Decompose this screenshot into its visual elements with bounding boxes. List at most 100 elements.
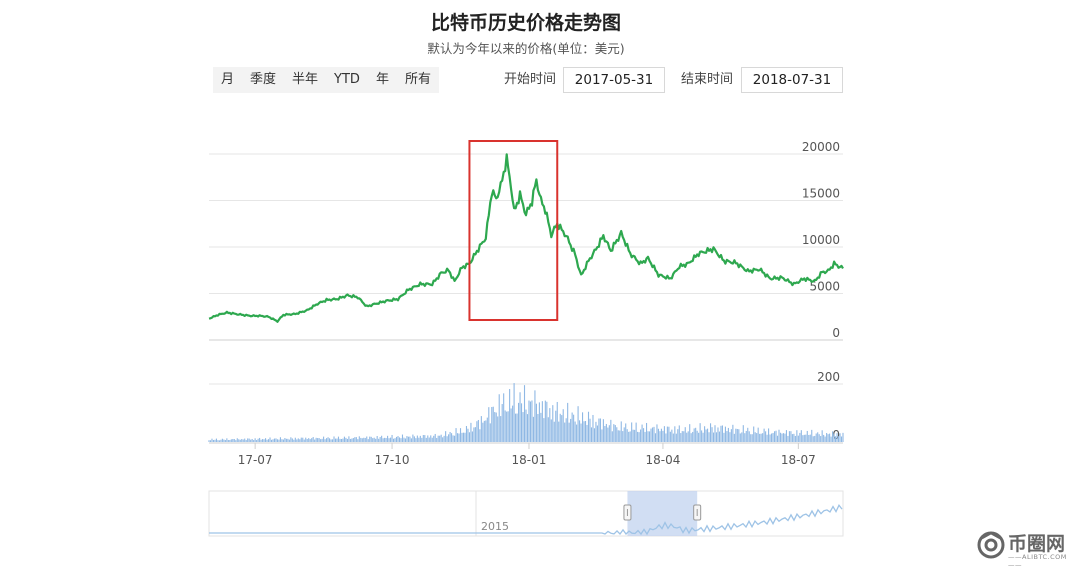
volume-bar	[321, 438, 323, 442]
volume-bar	[556, 401, 558, 442]
range-button-all[interactable]: 所有	[396, 67, 439, 93]
volume-bar	[592, 414, 594, 442]
volume-bar	[599, 418, 601, 442]
volume-bar	[416, 435, 418, 442]
volume-bar	[315, 437, 317, 442]
volume-bar	[320, 439, 322, 442]
volume-bar	[830, 436, 832, 442]
volume-bar	[273, 438, 276, 442]
volume-bar	[757, 427, 759, 442]
volume-bar	[553, 421, 555, 442]
volume-bar	[626, 429, 628, 442]
range-button-half-year[interactable]: 半年	[284, 67, 327, 93]
volume-bar	[651, 427, 654, 442]
volume-bar	[720, 425, 722, 442]
volume-y-tick-label: 200	[817, 370, 840, 384]
volume-bar	[348, 436, 350, 442]
volume-bar	[448, 434, 450, 442]
volume-bar	[781, 433, 783, 442]
volume-bar	[705, 429, 707, 442]
navigator-year-label: 2015	[481, 520, 509, 533]
volume-bar	[617, 430, 619, 442]
volume-bar	[509, 389, 511, 442]
volume-bar	[708, 432, 710, 442]
price-y-tick-label: 5000	[809, 280, 840, 294]
volume-bar	[532, 416, 534, 442]
volume-bar	[686, 432, 688, 442]
volume-bar	[727, 427, 729, 442]
volume-bar	[775, 430, 777, 442]
volume-bar	[251, 438, 253, 442]
volume-bar	[284, 438, 286, 442]
volume-bar	[623, 427, 625, 442]
volume-bar	[515, 413, 517, 442]
volume-bar	[698, 432, 700, 442]
volume-bar	[695, 427, 697, 442]
range-button-quarter[interactable]: 季度	[242, 67, 285, 93]
volume-bar	[334, 438, 337, 442]
volume-bar	[345, 437, 347, 442]
range-button-ytd[interactable]: YTD	[326, 67, 368, 93]
volume-bar	[391, 434, 393, 442]
volume-bar	[476, 421, 478, 442]
volume-bar	[794, 435, 796, 442]
volume-bar	[690, 433, 692, 442]
volume-bar	[333, 436, 335, 442]
volume-bar	[400, 438, 402, 442]
volume-bar	[439, 435, 441, 442]
highlight-box	[468, 140, 559, 321]
volume-bar	[829, 433, 831, 442]
volume-bar	[440, 434, 442, 442]
volume-bar	[308, 438, 310, 442]
volume-bar	[714, 425, 716, 442]
volume-bar	[637, 431, 639, 442]
volume-bar	[674, 426, 676, 442]
volume-bar	[756, 433, 758, 442]
volume-bar	[390, 437, 392, 442]
volume-bar	[326, 438, 328, 442]
volume-bar	[327, 437, 329, 442]
range-button-month[interactable]: 月	[213, 67, 243, 93]
volume-bar	[285, 438, 287, 442]
volume-bar	[398, 437, 401, 442]
volume-bar	[735, 428, 737, 442]
volume-bar	[799, 432, 801, 442]
volume-bar	[638, 432, 640, 442]
volume-bar	[680, 433, 682, 442]
volume-bar	[512, 405, 514, 442]
volume-bar	[835, 436, 837, 442]
volume-bar	[573, 414, 575, 442]
volume-bar	[236, 438, 238, 442]
volume-bar	[580, 423, 582, 442]
volume-bar	[602, 419, 604, 442]
start-date-input[interactable]	[563, 67, 665, 93]
volume-bar	[253, 440, 255, 442]
volume-bar	[528, 400, 530, 442]
range-button-year[interactable]: 年	[367, 67, 397, 93]
volume-bar	[366, 436, 368, 442]
volume-bar	[641, 424, 643, 442]
volume-bar	[474, 427, 476, 442]
volume-bar	[369, 436, 371, 442]
volume-bar	[437, 435, 439, 442]
volume-bar	[275, 438, 277, 442]
volume-bar	[464, 432, 466, 442]
volume-bar	[278, 439, 280, 442]
volume-bar	[355, 437, 357, 442]
volume-bar	[604, 426, 606, 442]
volume-bar	[494, 412, 496, 442]
end-date-input[interactable]	[741, 67, 843, 93]
volume-bar	[467, 428, 469, 442]
volume-bar	[419, 435, 421, 442]
volume-bar	[622, 431, 624, 442]
volume-bar	[577, 406, 579, 442]
volume-bar	[461, 432, 463, 442]
volume-bar	[748, 431, 750, 442]
volume-bar	[214, 439, 216, 442]
volume-bar	[620, 421, 622, 442]
volume-bar	[211, 438, 213, 442]
volume-bar	[534, 390, 536, 442]
volume-bar	[376, 436, 378, 442]
volume-bar	[628, 431, 630, 442]
